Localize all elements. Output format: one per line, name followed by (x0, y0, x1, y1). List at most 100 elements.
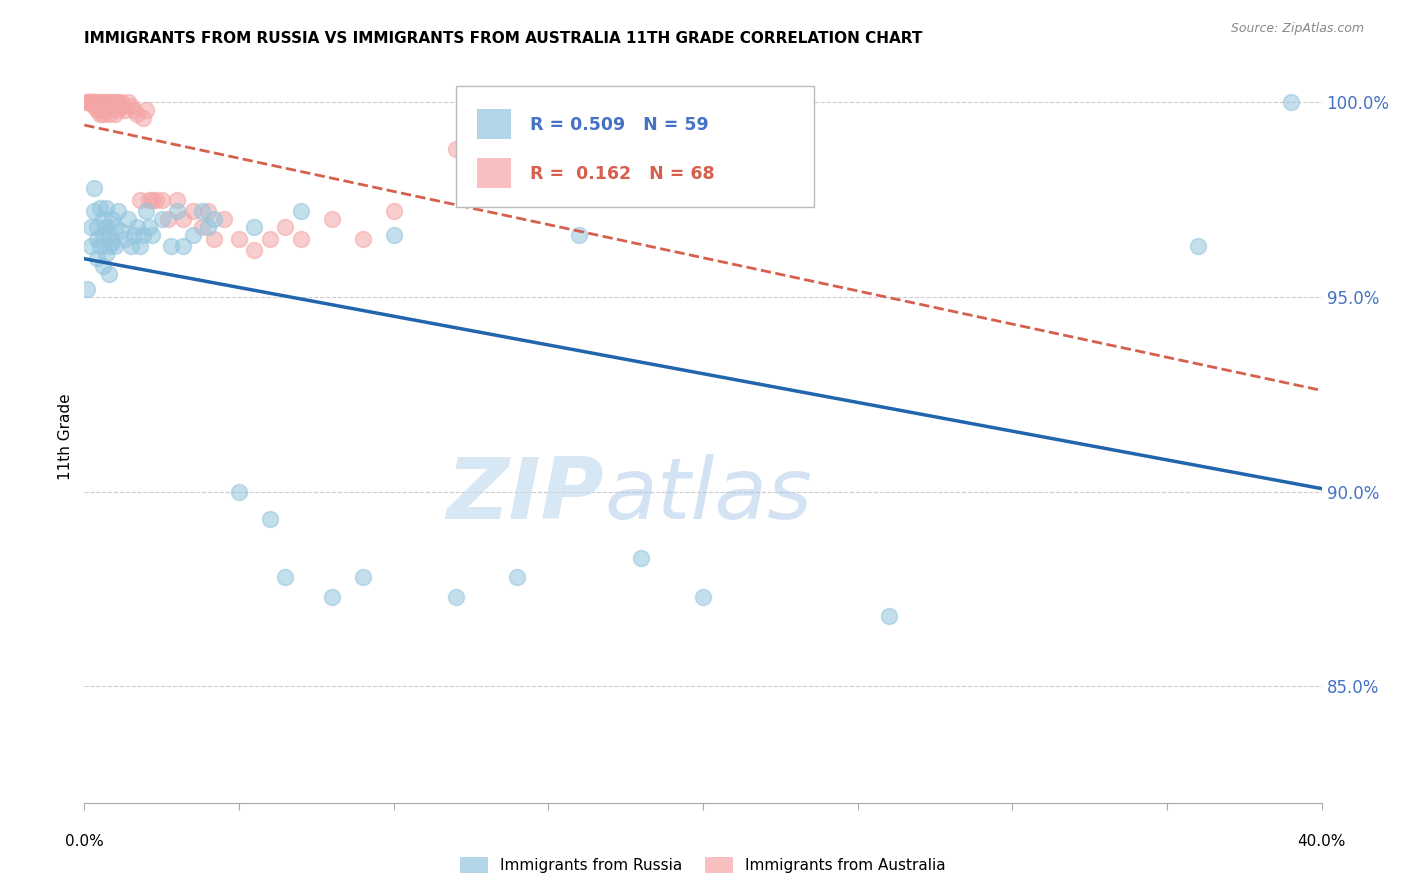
Point (94, 201, 117, 215)
Point (160, 239, 183, 253)
Point (83, 95, 105, 110)
Point (101, 235, 124, 250)
Point (243, 219, 266, 234)
Point (98, 99, 121, 113)
Point (352, 570, 374, 584)
Point (94, 95, 117, 110)
Point (506, 570, 529, 584)
Point (104, 99, 127, 113)
Point (98, 95, 121, 110)
Point (79, 95, 101, 110)
Point (107, 95, 129, 110)
Point (117, 212, 139, 227)
Text: 0.0%: 0.0% (65, 834, 104, 849)
Point (86, 99, 108, 113)
Point (197, 219, 219, 234)
Point (104, 239, 127, 253)
Point (91, 99, 114, 113)
Text: IMMIGRANTS FROM RUSSIA VS IMMIGRANTS FROM AUSTRALIA 11TH GRADE CORRELATION CHART: IMMIGRANTS FROM RUSSIA VS IMMIGRANTS FRO… (84, 31, 922, 46)
Point (79, 219, 101, 234)
Point (86, 219, 108, 234)
Point (114, 232, 136, 246)
Point (228, 232, 250, 246)
Text: Source: ZipAtlas.com: Source: ZipAtlas.com (1230, 22, 1364, 36)
Point (382, 204, 405, 219)
Point (110, 95, 132, 110)
Point (274, 219, 297, 234)
Point (150, 193, 173, 207)
Point (129, 239, 152, 253)
Point (568, 227, 591, 242)
Point (89, 95, 111, 110)
Point (107, 103, 129, 118)
Point (145, 193, 167, 207)
Point (107, 204, 129, 219)
Point (117, 95, 139, 110)
Point (166, 204, 188, 219)
Point (122, 103, 145, 118)
Point (89, 239, 111, 253)
Point (94, 103, 117, 118)
Point (86, 99, 108, 113)
Point (91, 212, 114, 227)
Point (321, 590, 343, 604)
Point (83, 99, 105, 113)
Point (243, 244, 266, 258)
Point (89, 99, 111, 113)
Point (83, 95, 105, 110)
Point (181, 204, 204, 219)
Y-axis label: 11th Grade: 11th Grade (58, 393, 73, 481)
Point (83, 95, 105, 110)
Point (1187, 239, 1209, 253)
Point (104, 107, 127, 121)
Point (132, 227, 155, 242)
Point (120, 99, 142, 113)
Point (132, 111, 155, 125)
Point (321, 212, 343, 227)
Point (86, 232, 108, 246)
Point (166, 193, 188, 207)
Point (98, 267, 121, 281)
Point (877, 609, 900, 624)
Point (692, 590, 714, 604)
Legend: Immigrants from Russia, Immigrants from Australia: Immigrants from Russia, Immigrants from … (454, 850, 952, 880)
Point (259, 232, 281, 246)
Point (91, 107, 114, 121)
Point (202, 232, 225, 246)
Point (101, 95, 124, 110)
Point (141, 227, 163, 242)
Point (89, 107, 111, 121)
Point (110, 99, 132, 113)
Point (138, 219, 160, 234)
Point (76, 95, 98, 110)
Point (172, 212, 194, 227)
Point (120, 239, 142, 253)
Point (94, 247, 117, 261)
Point (506, 135, 529, 149)
Point (125, 219, 148, 234)
Point (290, 232, 312, 246)
Point (101, 99, 124, 113)
Bar (477, 158, 512, 188)
Point (197, 204, 219, 219)
Point (125, 107, 148, 121)
Point (382, 227, 405, 242)
Text: R = 0.509   N = 59: R = 0.509 N = 59 (530, 116, 709, 134)
Point (114, 103, 136, 118)
Point (274, 570, 297, 584)
Point (104, 95, 127, 110)
Point (1279, 95, 1302, 110)
Point (86, 95, 108, 110)
Point (79, 95, 101, 110)
Point (228, 484, 250, 499)
Point (98, 227, 121, 242)
Point (86, 103, 108, 118)
Point (83, 204, 105, 219)
Point (91, 103, 114, 118)
Text: ZIP: ZIP (446, 454, 605, 537)
Point (94, 99, 117, 113)
Point (98, 239, 121, 253)
Point (191, 219, 214, 234)
Point (259, 512, 281, 526)
Point (110, 224, 132, 238)
